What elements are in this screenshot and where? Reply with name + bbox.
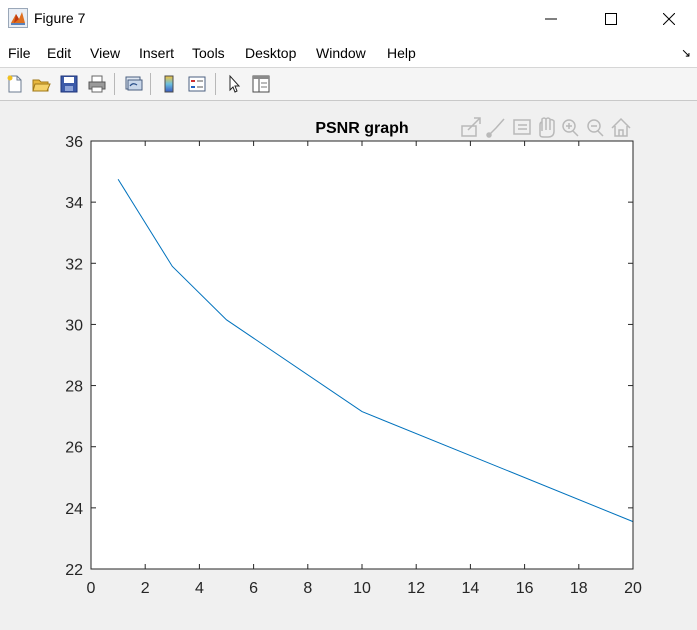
menu-bar: File Edit View Insert Tools Desktop Wind… bbox=[0, 37, 697, 68]
new-figure-button[interactable] bbox=[3, 72, 27, 96]
figure-toolbar bbox=[0, 68, 697, 101]
property-inspector-button[interactable] bbox=[249, 72, 273, 96]
maximize-button[interactable] bbox=[582, 0, 640, 37]
zoom-in-icon[interactable] bbox=[563, 120, 578, 136]
dock-arrow-icon[interactable]: ↘ bbox=[681, 46, 691, 60]
menu-desktop[interactable]: Desktop bbox=[245, 45, 296, 61]
y-tick-label: 22 bbox=[65, 562, 83, 579]
new-figure-icon bbox=[5, 74, 25, 94]
menu-view[interactable]: View bbox=[90, 45, 120, 61]
close-icon bbox=[663, 13, 675, 25]
x-tick-label: 18 bbox=[570, 580, 588, 597]
y-tick-label: 36 bbox=[65, 134, 83, 151]
zoom-out-icon[interactable] bbox=[588, 120, 603, 136]
y-tick-label: 30 bbox=[65, 317, 83, 334]
axes-background[interactable] bbox=[91, 141, 633, 569]
insert-colorbar-button[interactable] bbox=[157, 72, 181, 96]
y-tick-label: 32 bbox=[65, 256, 83, 273]
menu-file[interactable]: File bbox=[8, 45, 31, 61]
menu-window[interactable]: Window bbox=[316, 45, 366, 61]
x-tick-label: 4 bbox=[195, 580, 204, 597]
x-tick-label: 16 bbox=[516, 580, 534, 597]
title-bar: Figure 7 bbox=[0, 0, 697, 37]
link-plot-button[interactable] bbox=[121, 72, 145, 96]
y-tick-label: 34 bbox=[65, 195, 83, 212]
toolbar-separator bbox=[150, 73, 151, 95]
pan-icon[interactable] bbox=[540, 118, 554, 137]
property-inspector-icon bbox=[251, 74, 271, 94]
open-file-icon bbox=[31, 74, 51, 94]
minimize-icon bbox=[545, 13, 557, 25]
x-tick-label: 14 bbox=[462, 580, 480, 597]
maximize-icon bbox=[605, 13, 617, 25]
edit-plot-button[interactable] bbox=[222, 72, 246, 96]
print-button[interactable] bbox=[85, 72, 109, 96]
menu-help[interactable]: Help bbox=[387, 45, 416, 61]
link-plot-icon bbox=[123, 74, 143, 94]
x-tick-label: 6 bbox=[249, 580, 258, 597]
y-tick-label: 28 bbox=[65, 379, 83, 396]
x-tick-label: 2 bbox=[141, 580, 150, 597]
save-button[interactable] bbox=[57, 72, 81, 96]
menu-insert[interactable]: Insert bbox=[139, 45, 174, 61]
axes-toolbar bbox=[462, 118, 630, 137]
matlab-figure-icon bbox=[8, 8, 28, 28]
export-icon[interactable] bbox=[462, 118, 480, 136]
edit-plot-icon bbox=[224, 74, 244, 94]
window-title: Figure 7 bbox=[34, 10, 85, 26]
close-button[interactable] bbox=[640, 0, 697, 37]
data-tips-icon[interactable] bbox=[514, 120, 530, 134]
toolbar-separator bbox=[215, 73, 216, 95]
insert-colorbar-icon bbox=[159, 74, 179, 94]
x-tick-label: 20 bbox=[624, 580, 642, 597]
y-tick-label: 24 bbox=[65, 501, 83, 518]
chart-title: PSNR graph bbox=[315, 120, 408, 137]
print-icon bbox=[87, 74, 107, 94]
minimize-button[interactable] bbox=[522, 0, 580, 37]
x-tick-label: 10 bbox=[353, 580, 371, 597]
toolbar-separator bbox=[114, 73, 115, 95]
open-file-button[interactable] bbox=[29, 72, 53, 96]
save-icon bbox=[59, 74, 79, 94]
home-icon[interactable] bbox=[612, 119, 630, 136]
x-tick-label: 0 bbox=[87, 580, 96, 597]
x-tick-label: 12 bbox=[407, 580, 425, 597]
x-tick-label: 8 bbox=[303, 580, 312, 597]
insert-legend-icon bbox=[187, 74, 207, 94]
menu-tools[interactable]: Tools bbox=[192, 45, 225, 61]
brush-icon[interactable] bbox=[487, 119, 504, 137]
y-tick-label: 26 bbox=[65, 440, 83, 457]
insert-legend-button[interactable] bbox=[185, 72, 209, 96]
menu-edit[interactable]: Edit bbox=[47, 45, 71, 61]
